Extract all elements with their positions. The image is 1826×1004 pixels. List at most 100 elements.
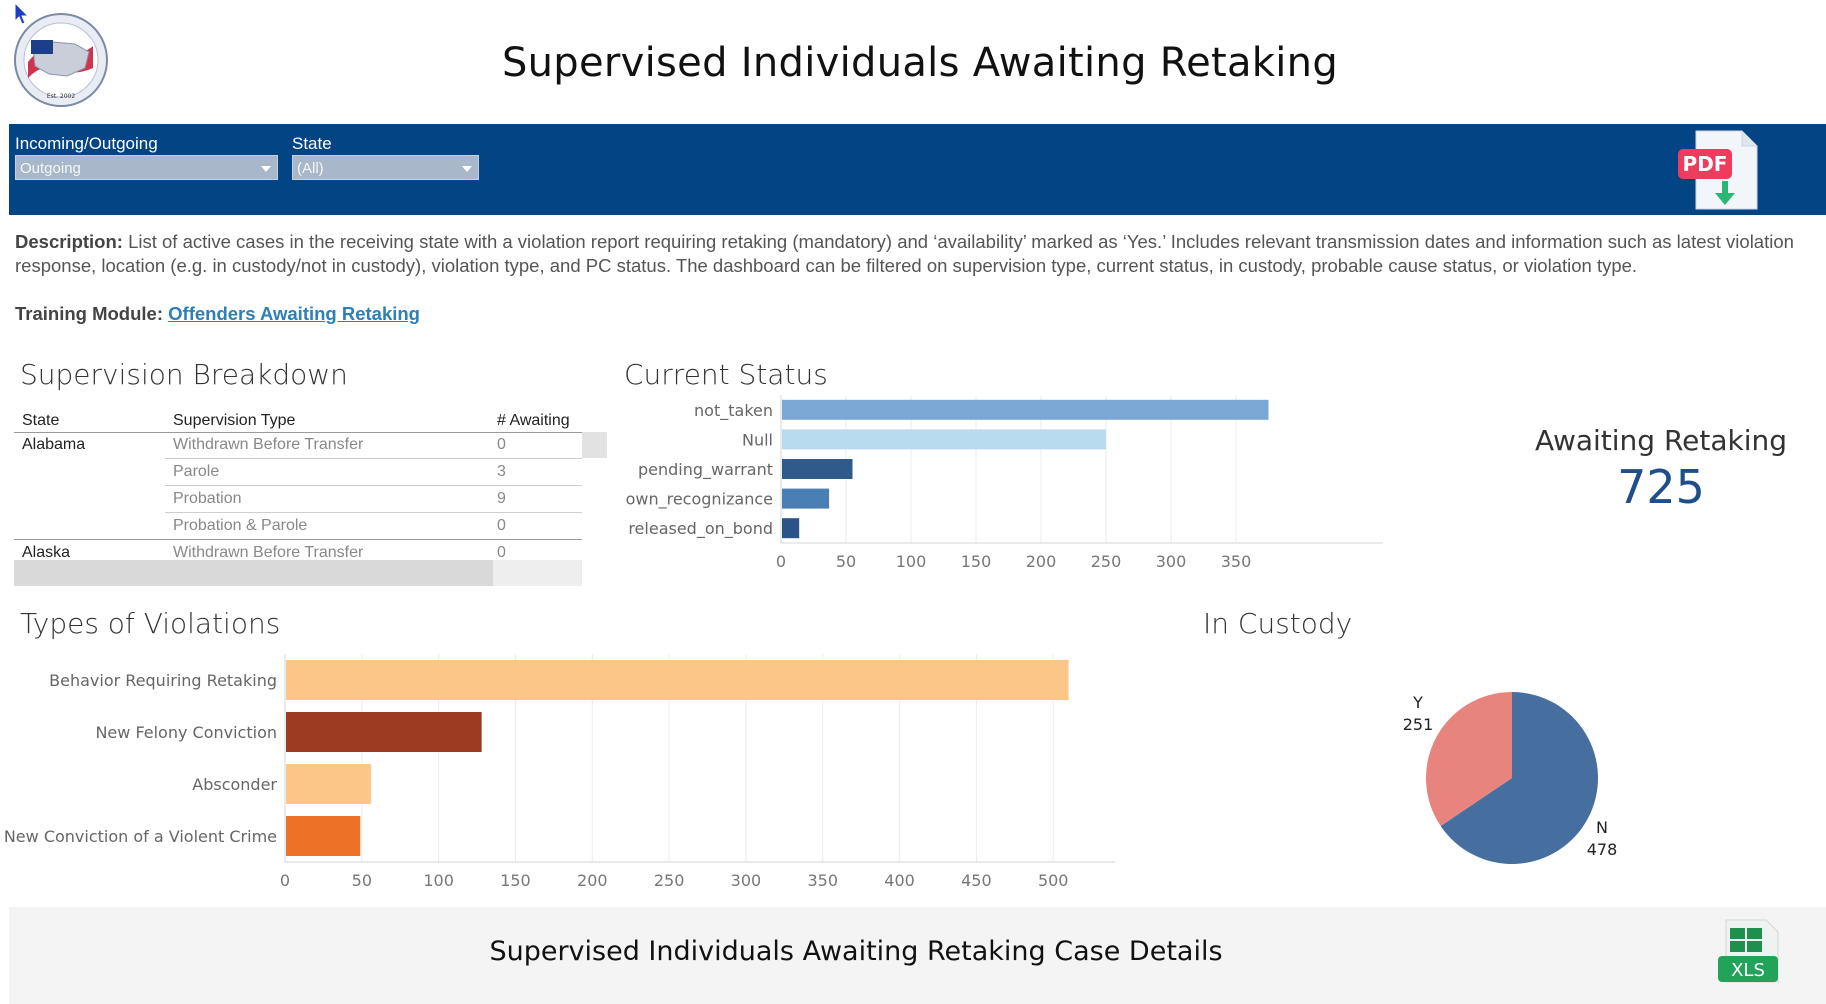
bar <box>286 764 372 804</box>
table-cell-type: Probation & Parole <box>173 517 308 534</box>
x-tick-label: 350 <box>1221 552 1252 571</box>
incoming-outgoing-label: Incoming/Outgoing <box>15 134 158 153</box>
bar <box>782 399 1269 420</box>
column-header-supervision-type[interactable]: Supervision Type <box>173 412 296 429</box>
x-tick-label: 200 <box>1026 552 1057 571</box>
x-tick-label: 400 <box>884 871 915 890</box>
bar <box>286 816 361 856</box>
row-divider <box>165 458 582 459</box>
state-filter-select[interactable]: (All) <box>292 155 479 180</box>
pdf-download-icon[interactable]: PDF <box>1672 127 1762 213</box>
pie-value-label: 251 <box>1403 715 1434 734</box>
table-cell-type: Withdrawn Before Transfer <box>173 436 364 453</box>
case-details-bar <box>9 907 1826 1004</box>
types-of-violations-title: Types of Violations <box>20 607 281 640</box>
x-tick-label: 200 <box>577 871 608 890</box>
x-tick-label: 300 <box>731 871 762 890</box>
x-tick-label: 500 <box>1038 871 1069 890</box>
category-label: own_recognizance <box>626 490 773 510</box>
page-title: Supervised Individuals Awaiting Retaking <box>501 40 1339 86</box>
table-cell-count: 0 <box>497 517 506 534</box>
category-label: Behavior Requiring Retaking <box>49 671 277 690</box>
x-tick-label: 50 <box>352 871 372 890</box>
description-body: List of active cases in the receiving st… <box>15 231 1794 276</box>
filter-bar: Incoming/Outgoing Outgoing State (All) <box>9 124 1826 215</box>
x-tick-label: 150 <box>961 552 992 571</box>
xls-download-icon[interactable]: XLS <box>1716 918 1782 986</box>
description-label: Description: <box>15 231 123 252</box>
bar <box>286 712 482 752</box>
in-custody-title: In Custody <box>1203 607 1353 640</box>
category-label: Null <box>742 430 773 449</box>
x-tick-label: 100 <box>896 552 927 571</box>
types-of-violations-chart: 0 50 100 150 200 250 300 350 400 450 500 Behavior R… <box>4 654 1115 890</box>
incoming-outgoing-select[interactable]: Outgoing <box>15 155 278 180</box>
table-row-state: Alabama <box>22 436 86 453</box>
x-tick-label: 250 <box>654 871 685 890</box>
horizontal-scrollbar-thumb[interactable] <box>14 560 493 586</box>
row-divider <box>165 512 582 513</box>
pie-slice <box>1426 692 1512 827</box>
header-divider <box>14 432 582 433</box>
table-cell-count: 3 <box>497 463 506 480</box>
table-cell-type: Parole <box>173 463 220 480</box>
kpi-value: 725 <box>1617 460 1705 514</box>
column-header-state[interactable]: State <box>22 412 60 429</box>
x-tick-label: 100 <box>423 871 454 890</box>
x-tick-label: 50 <box>836 552 856 571</box>
xls-label: XLS <box>1731 960 1765 981</box>
x-tick-label: 300 <box>1156 552 1187 571</box>
category-label: not_taken <box>694 401 773 421</box>
table-cell-count: 0 <box>497 436 506 453</box>
current-status-title: Current Status <box>624 358 828 391</box>
chevron-down-icon <box>261 166 271 172</box>
organization-seal-logo: Est. 2002 <box>13 12 109 108</box>
category-label: released_on_bond <box>628 519 773 539</box>
training-label: Training Module: <box>15 303 163 324</box>
vertical-scrollbar[interactable] <box>582 432 607 458</box>
supervision-breakdown-title: Supervision Breakdown <box>20 358 348 391</box>
x-tick-label: 0 <box>776 552 786 571</box>
state-filter-value: (All) <box>297 160 324 177</box>
pie-slice <box>1440 692 1598 864</box>
bar <box>782 518 800 539</box>
pdf-label: PDF <box>1683 152 1728 176</box>
current-status-chart: 0 50 100 150 200 250 300 350 not_taken Null pendin… <box>626 395 1383 571</box>
x-tick-label: 0 <box>280 871 290 890</box>
chevron-down-icon <box>462 166 472 172</box>
x-tick-label: 350 <box>807 871 838 890</box>
row-divider <box>165 485 582 486</box>
bar <box>782 488 830 509</box>
category-label: Absconder <box>192 775 277 794</box>
table-cell-count: 0 <box>497 544 506 561</box>
x-tick-label: 250 <box>1091 552 1122 571</box>
x-tick-label: 450 <box>961 871 992 890</box>
row-divider <box>14 539 582 540</box>
table-row-state: Alaska <box>22 544 71 561</box>
category-label: New Conviction of a Violent Crime <box>4 827 277 846</box>
case-details-title: Supervised Individuals Awaiting Retaking… <box>489 936 1223 967</box>
bar <box>782 429 1106 450</box>
training-module: Training Module: Offenders Awaiting Reta… <box>15 303 420 325</box>
supervision-breakdown-table: State Supervision Type # Awaiting Alabam… <box>14 408 607 586</box>
table-cell-count: 9 <box>497 490 506 507</box>
training-module-link[interactable]: Offenders Awaiting Retaking <box>168 303 420 324</box>
pie-label: N <box>1596 818 1608 837</box>
in-custody-pie-chart: N 478 Y 251 <box>1403 692 1618 864</box>
bar <box>782 459 853 479</box>
column-header-awaiting[interactable]: # Awaiting <box>497 412 570 429</box>
incoming-outgoing-value: Outgoing <box>20 160 81 177</box>
state-filter-label: State <box>292 134 332 153</box>
bar <box>286 660 1069 700</box>
pie-label: Y <box>1412 693 1423 712</box>
description-text: Description: List of active cases in the… <box>15 230 1805 278</box>
logo-text: Est. 2002 <box>47 93 76 100</box>
category-label: pending_warrant <box>638 460 773 480</box>
pie-value-label: 478 <box>1587 840 1618 859</box>
category-label: New Felony Conviction <box>95 723 277 742</box>
x-tick-label: 150 <box>500 871 531 890</box>
kpi-label: Awaiting Retaking <box>1534 424 1788 457</box>
table-cell-type: Probation <box>173 490 242 507</box>
mouse-cursor-icon <box>14 1 30 31</box>
table-cell-type: Withdrawn Before Transfer <box>173 544 364 561</box>
